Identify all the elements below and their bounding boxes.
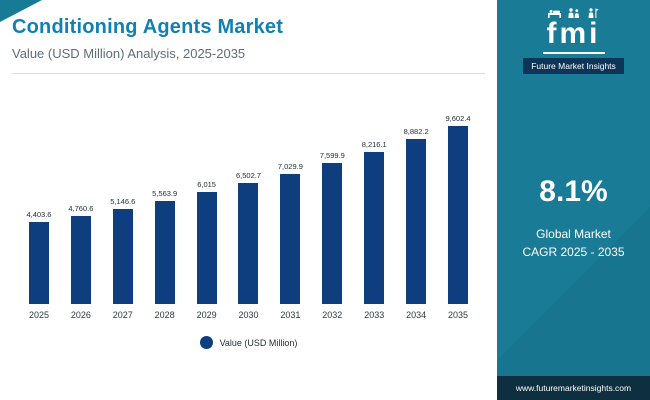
cagr-value: 8.1%: [539, 175, 608, 208]
website-url[interactable]: www.futuremarketinsights.com: [497, 376, 650, 400]
x-axis-tick-label: 2033: [364, 310, 385, 320]
brand-sidebar: fmi Future Market Insights 8.1% Global M…: [497, 0, 650, 400]
chart-panel: Conditioning Agents Market Value (USD Mi…: [12, 16, 485, 349]
bed-pictogram-icon: [548, 8, 561, 18]
bar-value-label: 7,029.9: [277, 162, 303, 171]
brand-name: Future Market Insights: [523, 58, 624, 74]
bar-value-label: 4,760.6: [68, 204, 94, 213]
cagr-label-line1: Global Market: [536, 227, 611, 241]
bar-column: 5,146.6 2027: [102, 197, 144, 320]
x-axis-tick-label: 2034: [406, 310, 427, 320]
x-axis-tick-label: 2030: [238, 310, 259, 320]
header-divider: [12, 73, 485, 74]
x-axis-tick-label: 2029: [196, 310, 217, 320]
bar[interactable]: [112, 209, 133, 304]
bar[interactable]: [448, 126, 469, 304]
bar-column: 5,563.9 2028: [144, 189, 186, 320]
bar-value-label: 9,602.4: [445, 114, 471, 123]
bar-column: 4,760.6 2026: [60, 204, 102, 320]
bar[interactable]: [154, 201, 175, 304]
legend-label: Value (USD Million): [219, 337, 298, 348]
x-axis-tick-label: 2026: [70, 310, 91, 320]
bar-value-label: 6,502.7: [235, 171, 261, 180]
page-title: Conditioning Agents Market: [12, 16, 284, 38]
bar[interactable]: [70, 216, 91, 304]
x-axis-tick-label: 2028: [154, 310, 175, 320]
fmi-logo-text: fmi: [542, 19, 605, 54]
legend-marker-icon: [199, 336, 213, 349]
bar[interactable]: [196, 192, 217, 304]
corner-accent: [0, 0, 42, 22]
bar-column: 8,216.1 2033: [353, 140, 395, 320]
x-axis-tick-label: 2035: [448, 310, 469, 320]
bar-plot: 4,403.6 2025 4,760.6 2026 5,146.6 2027 5,563.9…: [12, 78, 485, 320]
bar[interactable]: [364, 152, 385, 304]
bar-column: 6,015 2029: [186, 180, 228, 320]
x-axis-tick-label: 2031: [280, 310, 301, 320]
page-subtitle: Value (USD Million) Analysis, 2025-2035: [12, 46, 246, 61]
chart-legend: Value (USD Million): [12, 336, 485, 349]
fmi-logo: fmi Future Market Insights: [523, 8, 624, 74]
logo-pictograms: [548, 8, 599, 18]
cagr-label-line2: CAGR 2025 - 2035: [522, 245, 625, 259]
bar-value-label: 5,563.9: [152, 189, 178, 198]
bar-value-label: 6,015: [197, 180, 216, 189]
bar-column: 9,602.4 2035: [437, 114, 479, 320]
cagr-block: 8.1% Global Market CAGR 2025 - 2035: [522, 60, 624, 376]
bar-column: 6,502.7 2030: [228, 171, 270, 320]
bar-value-label: 5,146.6: [110, 197, 136, 206]
person-flag-pictogram-icon: [586, 8, 599, 18]
bar-column: 4,403.6 2025: [18, 210, 60, 320]
people-pictogram-icon: [567, 8, 580, 18]
bar-value-label: 7,599.9: [319, 151, 345, 160]
bar-value-label: 8,882.2: [403, 127, 429, 136]
bar[interactable]: [322, 163, 343, 304]
bar-column: 7,029.9 2031: [269, 162, 311, 320]
bar[interactable]: [28, 222, 49, 304]
x-axis-tick-label: 2032: [322, 310, 343, 320]
bar[interactable]: [280, 174, 301, 304]
bar-value-label: 8,216.1: [361, 140, 387, 149]
cagr-label: Global Market CAGR 2025 - 2035: [522, 225, 624, 261]
bar[interactable]: [406, 139, 427, 304]
bar-column: 7,599.9 2032: [311, 151, 353, 320]
x-axis-tick-label: 2025: [28, 310, 49, 320]
x-axis-tick-label: 2027: [112, 310, 133, 320]
bar-column: 8,882.2 2034: [395, 127, 437, 320]
bar[interactable]: [238, 183, 259, 304]
bar-value-label: 4,403.6: [26, 210, 52, 219]
